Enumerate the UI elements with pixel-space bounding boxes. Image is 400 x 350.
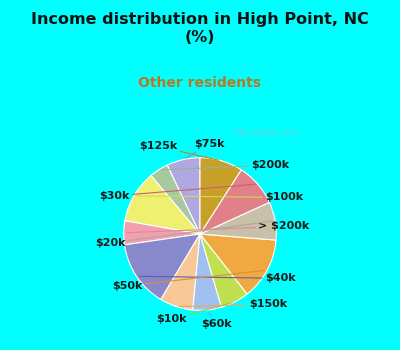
Text: > $200k: > $200k [126,222,310,233]
Wedge shape [124,221,200,245]
Text: $200k: $200k [162,160,289,170]
Wedge shape [161,234,200,310]
Text: $150k: $150k [179,299,288,309]
Wedge shape [167,158,200,234]
Wedge shape [200,234,247,307]
Wedge shape [200,234,276,294]
Text: $10k: $10k [156,302,232,324]
Text: Income distribution in High Point, NC
(%): Income distribution in High Point, NC (%… [31,12,369,45]
Wedge shape [124,234,200,300]
Text: $40k: $40k [139,273,296,283]
Wedge shape [193,234,222,310]
Wedge shape [200,158,241,234]
Text: City-Data.com: City-Data.com [233,127,298,136]
Text: $20k: $20k [95,221,272,248]
Text: $125k: $125k [139,141,219,160]
Wedge shape [200,170,269,234]
Text: $75k: $75k [186,139,224,158]
Wedge shape [151,165,200,234]
Text: Other residents: Other residents [138,76,262,90]
Text: $100k: $100k [137,193,303,202]
Wedge shape [200,202,276,240]
Text: $50k: $50k [112,270,264,291]
Text: $60k: $60k [202,312,232,329]
Text: $30k: $30k [99,184,255,201]
Wedge shape [125,176,200,234]
